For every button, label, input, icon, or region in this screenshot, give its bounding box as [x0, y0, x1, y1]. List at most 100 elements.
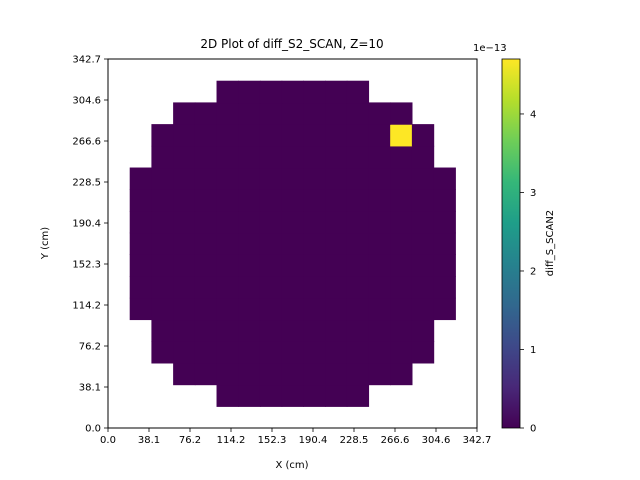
heatmap-cell — [390, 189, 413, 212]
x-tick-label: 304.6 — [422, 435, 451, 446]
heatmap-cell — [238, 167, 261, 190]
heatmap-cell — [173, 145, 196, 169]
heatmap-cell — [194, 232, 218, 255]
heatmap-cell — [151, 341, 174, 364]
heatmap-cell — [303, 189, 326, 212]
x-tick-label: 152.3 — [258, 435, 287, 446]
heatmap-cell — [368, 189, 391, 212]
heatmap-cell — [173, 297, 196, 321]
heatmap-cell — [151, 167, 174, 190]
heatmap-cell — [151, 210, 174, 234]
heatmap-cell — [129, 210, 153, 234]
heatmap-cell — [151, 319, 174, 342]
y-tick-label: 114.2 — [72, 301, 101, 312]
heatmap-cell — [411, 124, 435, 147]
y-tick-label: 38.1 — [79, 383, 101, 394]
heatmap-cell — [151, 145, 174, 169]
heatmap-cell — [259, 145, 283, 169]
heatmap-cell — [259, 254, 283, 277]
heatmap-cell — [238, 362, 261, 386]
heatmap-cell — [216, 80, 239, 104]
heatmap-cell — [368, 341, 391, 364]
x-tick-label: 76.2 — [179, 435, 201, 446]
heatmap-cell — [259, 189, 283, 212]
heatmap-cell — [194, 319, 218, 342]
heatmap-cell — [325, 102, 348, 125]
colorbar — [501, 58, 521, 429]
heatmap-cell — [173, 210, 196, 234]
heatmap-cell — [216, 167, 239, 190]
heatmap-cell — [259, 341, 283, 364]
heatmap-cell — [433, 297, 456, 321]
heatmap-cell — [368, 102, 391, 125]
heatmap-cell — [238, 210, 261, 234]
x-tick-label: 342.7 — [463, 435, 492, 446]
heatmap-cell — [216, 384, 239, 407]
heatmap-cell — [346, 384, 370, 407]
heatmap-cell — [368, 210, 391, 234]
heatmap-cell — [390, 362, 413, 386]
heatmap-cell — [303, 80, 326, 104]
heatmap-cell — [216, 341, 239, 364]
heatmap-cell — [433, 232, 456, 255]
heatmap-cell — [411, 145, 435, 169]
heatmap-cell — [390, 254, 413, 277]
heatmap-cell — [390, 102, 413, 125]
heatmap-cell — [411, 189, 435, 212]
heatmap-cell — [325, 80, 348, 104]
heatmap-cell — [281, 167, 304, 190]
heatmap-cell — [303, 124, 326, 147]
heatmap-cell — [325, 276, 348, 299]
heatmap-cell — [151, 124, 174, 147]
heatmap-cell — [346, 124, 370, 147]
colorbar-tick-label: 1 — [530, 345, 536, 356]
heatmap-cell — [346, 102, 370, 125]
heatmap-cell — [281, 189, 304, 212]
y-tick-label: 152.3 — [72, 260, 101, 271]
heatmap-cell — [368, 145, 391, 169]
heatmap-cell — [411, 210, 435, 234]
heatmap-cell — [216, 210, 239, 234]
heatmap-cell — [346, 341, 370, 364]
heatmap-cell — [303, 362, 326, 386]
heatmap-cell — [238, 384, 261, 407]
heatmap-cell — [411, 319, 435, 342]
heatmap-cell — [259, 210, 283, 234]
colorbar-tick-label: 3 — [530, 188, 536, 199]
heatmap-cell — [194, 167, 218, 190]
heatmap-cell — [259, 232, 283, 255]
heatmap-cell — [411, 276, 435, 299]
heatmap-cell — [390, 145, 413, 169]
heatmap-cell — [259, 384, 283, 407]
heatmap-cell — [303, 276, 326, 299]
chart-title: 2D Plot of diff_S2_SCAN, Z=10 — [200, 37, 383, 51]
y-tick-label: 190.4 — [72, 219, 101, 230]
heatmap-cell — [238, 232, 261, 255]
x-axis-ticks: 0.0 38.1 76.2 114.2 152.3 190.4 228.5 266.6 304.… — [100, 428, 491, 446]
heatmap-cell — [368, 276, 391, 299]
heatmap-cell — [325, 210, 348, 234]
heatmap-cell — [433, 210, 456, 234]
heatmap-cell — [281, 362, 304, 386]
heatmap-cell — [346, 232, 370, 255]
heatmap-cell — [346, 167, 370, 190]
heatmap-cell — [216, 254, 239, 277]
heatmap-cell — [303, 167, 326, 190]
heatmap-cell — [238, 124, 261, 147]
y-tick-label: 228.5 — [72, 178, 101, 189]
heatmap-cell — [259, 124, 283, 147]
y-tick-label: 76.2 — [79, 342, 101, 353]
x-tick-label: 228.5 — [340, 435, 369, 446]
heatmap-cell — [129, 276, 153, 299]
heatmap-cell — [411, 167, 435, 190]
heatmap-cell — [259, 319, 283, 342]
heatmap-cell — [216, 145, 239, 169]
heatmap-cell — [173, 167, 196, 190]
heatmap-cell — [194, 145, 218, 169]
heatmap-cell — [346, 362, 370, 386]
y-axis-label: Y (cm) — [40, 227, 51, 260]
colorbar-ticks: 0 1 2 3 4 — [520, 109, 536, 435]
heatmap-cell — [259, 297, 283, 321]
colorbar-tick-label: 2 — [530, 266, 536, 277]
